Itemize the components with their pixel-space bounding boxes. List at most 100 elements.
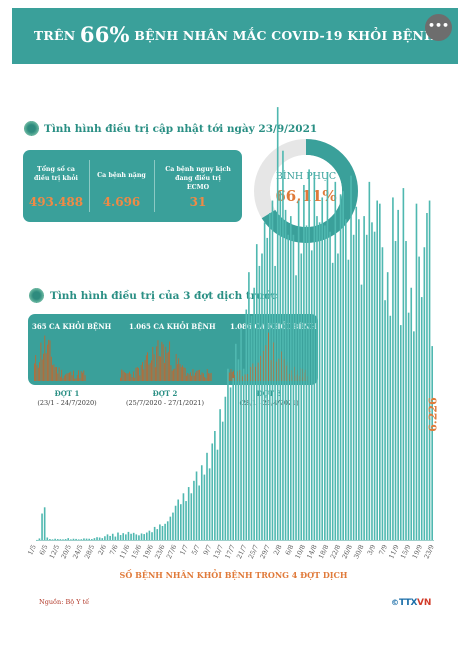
bar: [169, 516, 172, 540]
mini-bar: [210, 372, 212, 381]
mini-bar: [171, 370, 173, 381]
bar: [373, 231, 376, 540]
mini-bar: [257, 362, 259, 381]
mini-bar: [125, 372, 126, 381]
mini-bar: [129, 371, 130, 381]
mini-bar: [134, 377, 136, 381]
last-value-text: 6.226: [426, 397, 440, 432]
mini-bar: [56, 366, 57, 381]
mini-bar: [196, 370, 198, 381]
bar: [326, 172, 329, 540]
wave2-cases: 1.065 CA KHỎI BỆNH: [129, 322, 216, 331]
bar: [242, 368, 245, 540]
bar: [428, 200, 431, 541]
bar: [227, 368, 229, 540]
bar: [365, 234, 368, 541]
mini-bar: [50, 356, 52, 381]
bar: [90, 539, 93, 540]
x-tick-label: 6/5: [38, 543, 50, 556]
source-note: Nguồn: Bộ Y tế: [39, 598, 90, 606]
bar: [308, 169, 310, 540]
mini-bar: [283, 359, 285, 381]
bar: [200, 465, 203, 540]
ttxvn-logo: ©TTXVN: [391, 598, 432, 608]
bar: [279, 191, 282, 540]
mini-bar: [200, 374, 202, 381]
mini-bar: [69, 372, 70, 381]
stat-ecmo: Ca bệnh nguy kịch đang điều trị ECMO 31: [154, 150, 242, 222]
bar: [174, 505, 177, 540]
bar: [413, 331, 415, 540]
stat-label: Tổng số ca điều trị khỏi: [34, 166, 78, 182]
mini-bar: [127, 373, 129, 381]
mini-bar: [43, 353, 44, 381]
bar: [106, 534, 109, 540]
mini-bar: [182, 365, 183, 381]
bar: [318, 222, 321, 540]
mini-bar: [273, 342, 274, 381]
bar: [119, 535, 122, 540]
bar: [101, 538, 104, 540]
bar: [284, 209, 287, 540]
mini-bar: [156, 346, 158, 381]
header-banner: TRÊN 66% BỆNH NHÂN MẮC COVID-19 KHỎI BỆN…: [12, 8, 458, 64]
x-tick-label: 5/7: [190, 543, 202, 556]
x-tick-label: 28/5: [83, 543, 96, 560]
mini-bar: [65, 374, 66, 381]
mini-bar: [174, 368, 176, 381]
bar: [159, 524, 161, 540]
mini-bar: [193, 375, 195, 381]
stat-recovered: Tổng số ca điều trị khỏi 493.488: [23, 150, 89, 222]
title-percent: 66%: [79, 22, 130, 47]
mini-bar: [135, 367, 137, 381]
mini-bar: [166, 352, 168, 381]
bar: [221, 421, 224, 540]
bar: [248, 272, 250, 540]
mini-bar: [75, 378, 77, 381]
mini-bar: [177, 364, 178, 381]
bar: [269, 213, 271, 540]
bar: [219, 409, 221, 540]
bar: [360, 284, 363, 540]
bar: [352, 234, 355, 541]
stat-value: 31: [189, 195, 207, 209]
mini-bar: [184, 368, 186, 381]
bar: [289, 216, 292, 541]
bar: [402, 188, 405, 540]
x-tick-label: 3/9: [366, 543, 378, 556]
bar: [211, 443, 214, 540]
bar: [51, 539, 54, 540]
bar: [224, 396, 227, 540]
bar: [399, 325, 402, 540]
bar: [214, 431, 216, 540]
mini-bar: [234, 374, 236, 381]
bar: [198, 485, 200, 540]
more-options-button[interactable]: •••: [425, 14, 452, 41]
bar: [109, 535, 111, 540]
bar: [138, 535, 140, 540]
title-prefix: TRÊN: [33, 28, 76, 43]
mini-bar: [152, 346, 154, 381]
mini-bar: [286, 365, 287, 381]
bar: [70, 539, 72, 540]
mini-bar: [130, 373, 132, 381]
mini-bar: [192, 369, 194, 381]
mini-bar: [83, 370, 85, 381]
bar: [190, 493, 193, 540]
mini-bar: [54, 367, 56, 381]
mini-bar: [237, 371, 238, 381]
wave1-cases: 365 CA KHỎI BỆNH: [32, 322, 112, 331]
mini-bar: [140, 364, 142, 381]
section-title-waves: Tình hình điều trị của 3 đợt dịch trước: [50, 290, 278, 302]
mini-bar: [157, 340, 159, 381]
bar: [232, 378, 234, 540]
bar: [240, 328, 242, 540]
bar: [148, 530, 151, 540]
bar: [216, 449, 219, 540]
bar: [376, 200, 379, 541]
bar: [415, 203, 418, 540]
mini-bar: [145, 355, 147, 381]
mini-bar: [169, 341, 171, 381]
bar: [386, 272, 389, 540]
mini-bar: [160, 356, 161, 381]
